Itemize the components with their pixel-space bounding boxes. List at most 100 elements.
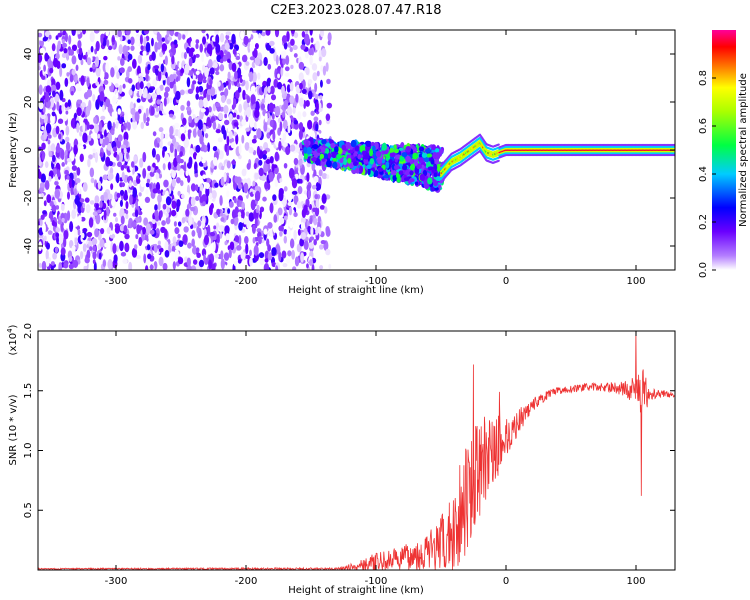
noise-speckle bbox=[219, 64, 225, 72]
noise-speckle bbox=[95, 203, 99, 211]
noise-speckle bbox=[127, 53, 133, 61]
noise-speckle bbox=[144, 265, 149, 270]
noise-speckle bbox=[113, 254, 118, 264]
noise-speckle bbox=[126, 151, 129, 160]
noise-speckle bbox=[212, 157, 218, 166]
noise-speckle bbox=[153, 65, 160, 70]
figure-title: C2E3.2023.028.07.47.R18 bbox=[270, 3, 441, 18]
noise-speckle bbox=[195, 93, 199, 100]
noise-speckle bbox=[325, 113, 331, 121]
noise-speckle bbox=[274, 179, 279, 188]
noise-speckle bbox=[102, 259, 107, 268]
noise-speckle bbox=[275, 265, 279, 270]
noise-speckle bbox=[93, 116, 97, 124]
noise-speckle bbox=[188, 115, 193, 124]
noise-speckle bbox=[136, 178, 141, 184]
noise-speckle bbox=[318, 169, 323, 177]
noise-speckle bbox=[237, 86, 242, 93]
noise-speckle bbox=[172, 166, 178, 171]
noise-speckle bbox=[282, 132, 287, 142]
noise-speckle bbox=[177, 190, 181, 196]
noise-speckle bbox=[76, 182, 81, 192]
noise-speckle bbox=[117, 30, 122, 38]
noise-speckle bbox=[293, 157, 299, 166]
noise-speckle bbox=[179, 126, 185, 134]
noise-speckle bbox=[208, 259, 212, 270]
noise-speckle bbox=[196, 226, 200, 234]
noise-speckle bbox=[95, 214, 101, 225]
noise-speckle bbox=[66, 52, 70, 61]
signal-speckle bbox=[430, 159, 435, 165]
noise-speckle bbox=[127, 122, 131, 131]
noise-speckle bbox=[269, 40, 275, 47]
noise-speckle bbox=[165, 196, 172, 206]
noise-speckle bbox=[119, 189, 125, 196]
noise-speckle bbox=[105, 98, 111, 108]
noise-speckle bbox=[307, 119, 313, 130]
noise-speckle bbox=[195, 144, 201, 153]
noise-speckle bbox=[105, 30, 110, 37]
noise-speckle bbox=[257, 72, 261, 80]
noise-speckle bbox=[162, 163, 166, 171]
noise-speckle bbox=[171, 168, 177, 179]
noise-speckle bbox=[56, 236, 59, 245]
noise-speckle bbox=[198, 99, 204, 109]
signal-speckle bbox=[431, 144, 437, 151]
noise-speckle bbox=[201, 30, 206, 34]
noise-speckle bbox=[155, 107, 159, 112]
noise-speckle bbox=[298, 122, 304, 131]
noise-speckle bbox=[216, 81, 221, 87]
noise-speckle bbox=[192, 128, 197, 138]
signal-speckle bbox=[418, 157, 424, 164]
noise-speckle bbox=[40, 173, 46, 184]
noise-speckle bbox=[135, 234, 139, 240]
noise-speckle bbox=[85, 203, 91, 214]
noise-speckle bbox=[62, 115, 68, 122]
noise-speckle bbox=[132, 187, 138, 198]
noise-speckle bbox=[314, 93, 319, 100]
noise-speckle bbox=[320, 240, 326, 245]
noise-speckle bbox=[125, 209, 129, 215]
noise-speckle bbox=[268, 102, 274, 113]
noise-speckle bbox=[289, 238, 295, 249]
noise-speckle bbox=[122, 83, 126, 89]
noise-speckle bbox=[241, 134, 245, 144]
noise-speckle bbox=[120, 125, 126, 130]
noise-speckle bbox=[236, 244, 242, 251]
noise-speckle bbox=[198, 259, 205, 268]
noise-speckle bbox=[228, 113, 233, 122]
noise-speckle bbox=[92, 148, 96, 153]
noise-speckle bbox=[306, 220, 310, 227]
noise-speckle bbox=[223, 119, 230, 126]
noise-speckle bbox=[311, 184, 317, 190]
noise-speckle bbox=[254, 57, 261, 66]
noise-speckle bbox=[235, 90, 240, 100]
noise-speckle bbox=[315, 123, 319, 132]
noise-speckle bbox=[293, 31, 299, 38]
noise-speckle bbox=[309, 236, 315, 241]
noise-speckle bbox=[76, 107, 82, 117]
signal-speckle bbox=[333, 146, 339, 153]
noise-speckle bbox=[140, 179, 145, 188]
signal-speckle bbox=[377, 167, 384, 172]
noise-speckle bbox=[221, 46, 226, 51]
noise-speckle bbox=[175, 90, 181, 101]
noise-speckle bbox=[114, 225, 120, 234]
noise-speckle bbox=[228, 130, 233, 140]
noise-speckle bbox=[282, 119, 288, 130]
noise-speckle bbox=[139, 203, 144, 209]
noise-speckle bbox=[197, 128, 202, 138]
noise-speckle bbox=[100, 134, 104, 139]
noise-speckle bbox=[190, 206, 196, 212]
signal-speckle bbox=[366, 164, 372, 170]
noise-speckle bbox=[292, 107, 296, 114]
noise-speckle bbox=[274, 151, 280, 162]
noise-speckle bbox=[326, 102, 333, 109]
noise-speckle bbox=[189, 148, 194, 155]
noise-speckle bbox=[293, 119, 299, 125]
noise-speckle bbox=[71, 245, 76, 253]
noise-speckle bbox=[78, 47, 83, 56]
noise-speckle bbox=[47, 205, 53, 210]
noise-speckle bbox=[61, 103, 65, 113]
noise-speckle bbox=[218, 112, 224, 121]
